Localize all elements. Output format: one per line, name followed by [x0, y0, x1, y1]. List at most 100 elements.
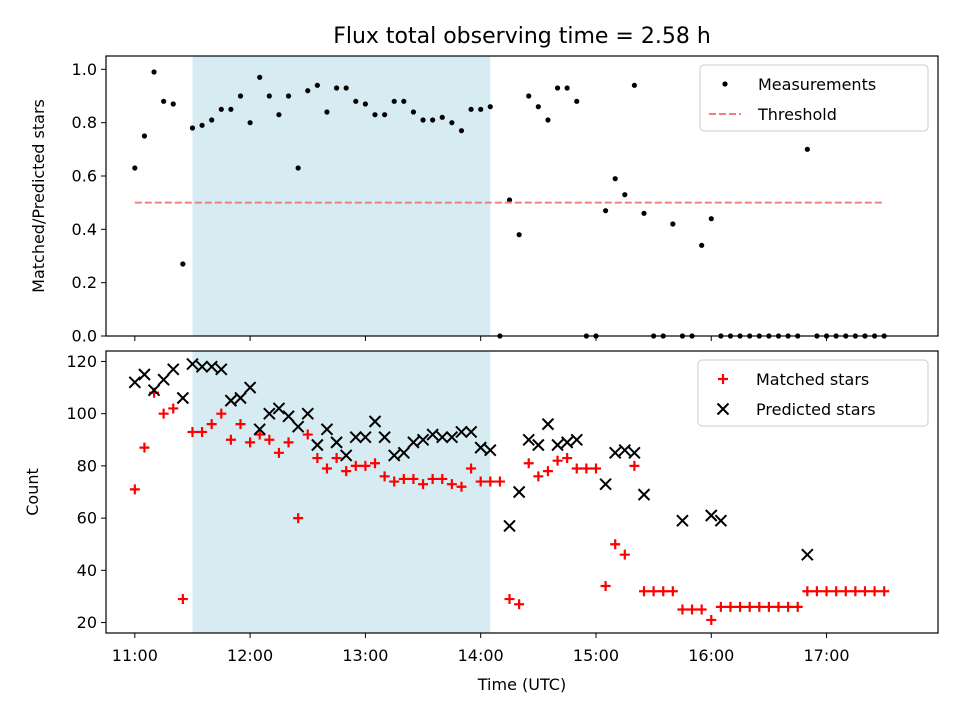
x-axis-label: Time (UTC) [477, 675, 566, 694]
threshold-legend-label: Threshold [757, 105, 837, 124]
matched-stars-point [763, 601, 774, 612]
legend-top[interactable]: Measurements Threshold [699, 64, 929, 132]
y-tick-label: 0.4 [72, 220, 97, 239]
y-tick-label: 0.6 [72, 167, 97, 186]
measurements-point [314, 82, 320, 88]
matched-stars-point [379, 471, 390, 482]
predicted-stars-point [224, 394, 238, 407]
legend-bottom[interactable]: Matched stars Predicted stars [697, 359, 929, 427]
measurements-point [257, 74, 263, 80]
predicted-stars-point [618, 444, 632, 457]
predicted-stars-point [484, 444, 497, 457]
matched-stars-point [418, 479, 429, 490]
measurements-point [410, 109, 417, 115]
matched-stars-point [312, 453, 323, 464]
measurements-point [430, 117, 436, 123]
matched-stars-point [562, 453, 573, 464]
predicted-stars-point [551, 438, 564, 452]
matched-stars-point [610, 539, 621, 550]
matched-stars-point [341, 466, 352, 477]
matched-stars-point [687, 604, 698, 615]
predicted-stars-point [330, 436, 343, 449]
matched-stars-point [542, 466, 553, 477]
measurements-point [276, 112, 282, 118]
predicted-stars-point [253, 423, 266, 436]
series-predicted-stars [128, 357, 814, 561]
predicted-stars-point [215, 363, 228, 376]
predicted-stars-point [291, 420, 305, 433]
matched-stars-point [494, 476, 505, 487]
matched-stars-point [571, 463, 582, 474]
measurements-point [324, 109, 330, 115]
predicted-stars-point [388, 449, 401, 462]
measurements-point [285, 93, 292, 99]
measurements-point [180, 261, 186, 267]
matched-stars-point [485, 476, 496, 487]
y-tick-label: 40 [77, 561, 97, 580]
matched-stars-point [706, 614, 717, 625]
measurements-point [612, 176, 618, 182]
matched-stars-point [831, 586, 842, 597]
measurements-point [574, 98, 580, 104]
predicted-stars-point [426, 428, 439, 441]
measurements-point [641, 210, 647, 216]
measurements-point [353, 98, 359, 104]
matched-stars-point [821, 586, 832, 597]
x-tick-label: 11:00 [112, 646, 158, 665]
x-tick-label: 13:00 [342, 646, 388, 665]
matched-stars-point [321, 463, 332, 474]
measurements-point [228, 106, 234, 112]
measurements-point [468, 106, 474, 112]
predicted-stars-legend-swatch [716, 402, 730, 416]
measurements-point [247, 120, 253, 126]
matched-stars-point [446, 479, 457, 490]
predicted-stars-point [205, 360, 218, 373]
matched-stars-legend-swatch [718, 374, 728, 384]
matched-stars-point [408, 473, 419, 484]
predicted-stars-point [503, 519, 516, 533]
predicted-stars-point [628, 446, 641, 460]
matched-stars-point [177, 594, 188, 605]
y-tick-label: 0.2 [72, 273, 97, 292]
matched-stars-point [129, 484, 140, 495]
matched-stars-point [216, 408, 227, 419]
matched-stars-point [715, 601, 726, 612]
observing-window-span-bottom [192, 351, 491, 633]
predicted-stars-point [676, 514, 689, 527]
matched-stars-point [197, 426, 208, 437]
measurements-point [141, 133, 148, 139]
matched-stars-point [600, 581, 611, 591]
matched-stars-point [302, 429, 313, 440]
measurements-point [237, 93, 244, 99]
matched-stars-point [523, 458, 534, 469]
measurements-point [189, 125, 196, 131]
predicted-stars-point [416, 433, 430, 446]
predicted-stars-point [560, 436, 574, 449]
matched-stars-point [725, 601, 736, 612]
y-tick-label: 120 [66, 352, 97, 371]
axes-frame-top [105, 55, 939, 337]
predicted-stars-point [512, 485, 526, 499]
measurements-point [699, 242, 705, 248]
predicted-stars-point [157, 373, 170, 386]
x-tick-label: 15:00 [573, 646, 619, 665]
matched-stars-point [792, 601, 803, 612]
matched-stars-point [648, 586, 659, 597]
matched-stars-point [840, 586, 851, 597]
measurements-point [161, 98, 167, 104]
matched-stars-point [168, 403, 179, 414]
measurements-point [564, 85, 570, 91]
matched-stars-point [869, 586, 880, 597]
axes-frame-bottom [105, 350, 939, 634]
predicted-stars-point [445, 430, 459, 444]
matched-stars-point [744, 601, 755, 612]
panel-counts: 20 40 60 80 100 120 11:00 12:00 13:00 14:00 15:00… [23, 350, 939, 694]
matched-stars-point [264, 434, 275, 445]
measurements-point [151, 69, 157, 75]
matched-stars-point [735, 601, 746, 612]
y-tick-label: 60 [77, 509, 97, 528]
measurements-point [449, 120, 455, 126]
y-axis-label-top: Matched/Predicted stars [29, 99, 48, 293]
measurements-point [487, 104, 493, 110]
predicted-stars-point [272, 402, 286, 415]
